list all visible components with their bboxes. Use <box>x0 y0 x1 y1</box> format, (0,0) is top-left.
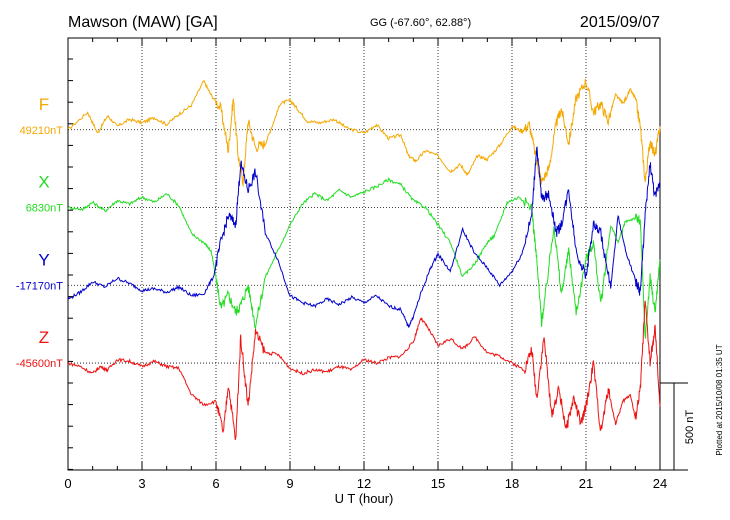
scale-bar-label: 500 nT <box>684 410 696 445</box>
series-name-f: F <box>39 95 49 114</box>
series-line-f <box>67 78 661 187</box>
coordinates-label: GG (-67.60°, 62.88°) <box>370 17 471 29</box>
series-name-x: X <box>38 173 49 192</box>
x-tick-label: 15 <box>431 476 445 491</box>
x-tick-label: 6 <box>212 476 219 491</box>
x-tick-label: 18 <box>505 476 519 491</box>
series-baseline-z: -45600nT <box>16 358 63 370</box>
plotted-at-label: Plotted at 2015/10/08 01:35 UT <box>715 344 724 455</box>
x-tick-label: 12 <box>357 476 371 491</box>
x-tick-label: 3 <box>138 476 145 491</box>
station-title: Mawson (MAW) [GA] <box>68 14 218 31</box>
x-axis-ticks: 0 3 6 9 12 15 18 21 24 <box>64 38 667 491</box>
series-line-z <box>67 300 661 441</box>
grid <box>141 38 587 470</box>
x-tick-label: 21 <box>579 476 593 491</box>
series-name-z: Z <box>39 328 49 347</box>
x-axis-label: U T (hour) <box>335 491 394 506</box>
x-tick-label: 24 <box>653 476 667 491</box>
scale-bar: 500 nT <box>660 382 696 471</box>
series-line-y <box>67 146 661 328</box>
date-label: 2015/09/07 <box>580 14 660 31</box>
series-baseline-x: 6830nT <box>26 203 64 215</box>
series-name-y: Y <box>38 250 49 269</box>
x-tick-label: 9 <box>286 476 293 491</box>
series-baseline-y: -17170nT <box>16 280 63 292</box>
series-group <box>67 78 661 441</box>
series-line-x <box>67 177 661 339</box>
x-tick-label: 0 <box>64 476 71 491</box>
series-labels: F 49210nT X 6830nT Y -17170nT Z -45600nT <box>16 95 63 370</box>
series-baseline-f: 49210nT <box>20 125 64 137</box>
